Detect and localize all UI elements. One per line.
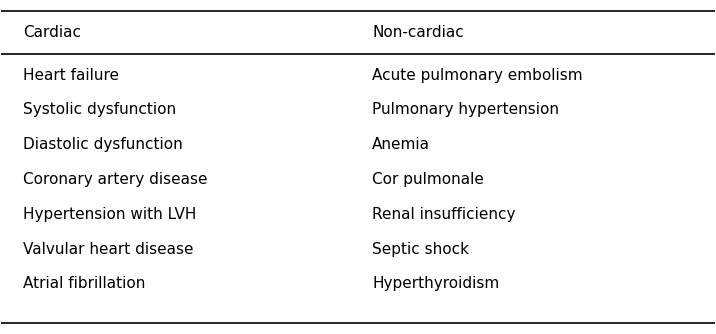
Text: Hyperthyroidism: Hyperthyroidism (372, 276, 500, 291)
Text: Non-cardiac: Non-cardiac (372, 25, 464, 39)
Text: Systolic dysfunction: Systolic dysfunction (23, 103, 176, 118)
Text: Valvular heart disease: Valvular heart disease (23, 241, 193, 257)
Text: Diastolic dysfunction: Diastolic dysfunction (23, 137, 183, 152)
Text: Atrial fibrillation: Atrial fibrillation (23, 276, 145, 291)
Text: Renal insufficiency: Renal insufficiency (372, 207, 516, 222)
Text: Hypertension with LVH: Hypertension with LVH (23, 207, 196, 222)
Text: Heart failure: Heart failure (23, 67, 119, 82)
Text: Anemia: Anemia (372, 137, 430, 152)
Text: Coronary artery disease: Coronary artery disease (23, 172, 208, 187)
Text: Cor pulmonale: Cor pulmonale (372, 172, 484, 187)
Text: Acute pulmonary embolism: Acute pulmonary embolism (372, 67, 583, 82)
Text: Septic shock: Septic shock (372, 241, 469, 257)
Text: Cardiac: Cardiac (23, 25, 81, 39)
Text: Pulmonary hypertension: Pulmonary hypertension (372, 103, 559, 118)
